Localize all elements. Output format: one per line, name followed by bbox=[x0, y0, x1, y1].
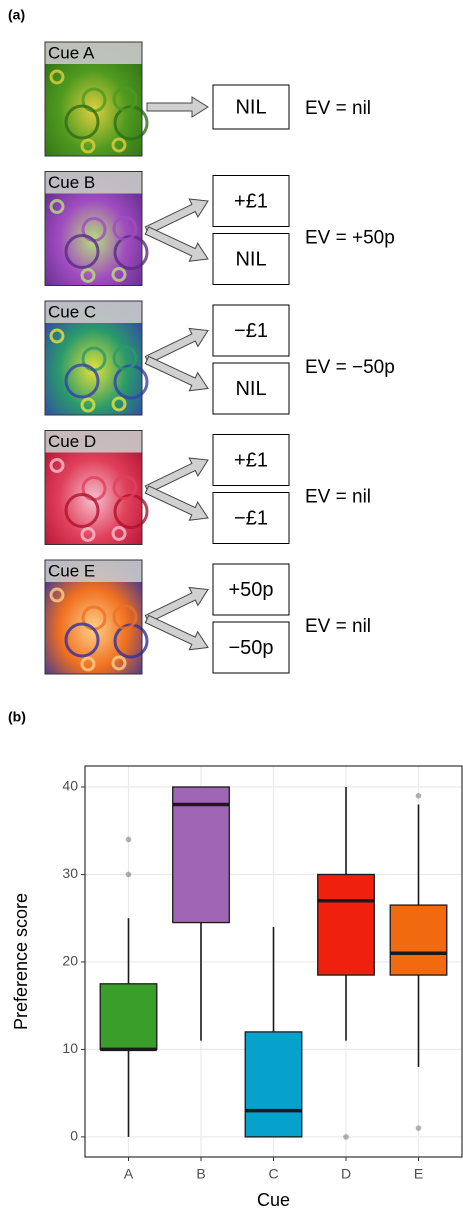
y-tick-label: 30 bbox=[62, 865, 78, 881]
x-tick-label: B bbox=[196, 1166, 205, 1182]
arrow bbox=[145, 486, 208, 520]
y-tick-label: 20 bbox=[62, 953, 78, 969]
arrow bbox=[145, 588, 208, 623]
x-axis-title: Cue bbox=[257, 1190, 290, 1210]
cue-label: Cue C bbox=[48, 302, 96, 321]
cue-label: Cue E bbox=[48, 561, 95, 580]
y-tick-label: 10 bbox=[62, 1040, 78, 1056]
outlier bbox=[126, 872, 132, 878]
outcome-label: +50p bbox=[228, 579, 273, 601]
arrow bbox=[145, 356, 208, 390]
cue-label: Cue D bbox=[48, 432, 96, 451]
x-tick-label: E bbox=[414, 1166, 423, 1182]
expected-value: EV = nil bbox=[305, 616, 371, 637]
y-tick-label: 0 bbox=[70, 1128, 78, 1144]
x-tick-label: A bbox=[124, 1166, 134, 1182]
arrow bbox=[145, 227, 208, 261]
expected-value: EV = +50p bbox=[305, 228, 395, 249]
expected-value: EV = nil bbox=[305, 98, 371, 119]
outlier bbox=[416, 1125, 422, 1131]
outcome-label: −£1 bbox=[234, 320, 268, 342]
outlier bbox=[416, 793, 422, 799]
x-tick-label: D bbox=[341, 1166, 351, 1182]
arrow bbox=[145, 329, 208, 364]
box bbox=[173, 787, 230, 923]
expected-value: EV = nil bbox=[305, 487, 371, 508]
arrow bbox=[145, 199, 208, 234]
outcome-label: NIL bbox=[235, 96, 266, 118]
cue-label: Cue A bbox=[48, 43, 95, 62]
outcome-label: −50p bbox=[228, 637, 273, 659]
arrow bbox=[145, 615, 208, 649]
outcome-label: NIL bbox=[235, 248, 266, 270]
y-tick-label: 40 bbox=[62, 778, 78, 794]
outcome-label: NIL bbox=[235, 378, 266, 400]
panel-label: (a) bbox=[8, 7, 25, 23]
cue-label: Cue B bbox=[48, 173, 95, 192]
outcome-label: −£1 bbox=[234, 507, 268, 529]
arrow bbox=[145, 458, 208, 493]
arrow bbox=[147, 97, 208, 117]
box bbox=[318, 874, 375, 975]
outlier bbox=[343, 1134, 349, 1140]
figure: (a) (b) Cue A NIL EV = nil Cue B +£1 NIL EV = … bbox=[0, 0, 463, 1221]
outcome-label: +£1 bbox=[234, 190, 268, 212]
panel-label: (b) bbox=[8, 709, 26, 725]
outlier bbox=[126, 837, 132, 843]
y-axis-title: Preference score bbox=[11, 893, 31, 1030]
box bbox=[100, 984, 157, 1050]
expected-value: EV = −50p bbox=[305, 357, 395, 378]
box bbox=[245, 1032, 302, 1137]
outcome-label: +£1 bbox=[234, 449, 268, 471]
box bbox=[390, 905, 447, 975]
x-tick-label: C bbox=[268, 1166, 278, 1182]
